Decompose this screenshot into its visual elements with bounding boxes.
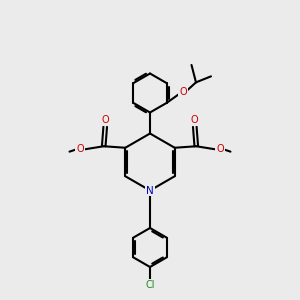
Text: O: O [101,115,109,125]
Text: O: O [76,144,84,154]
Text: O: O [216,144,224,154]
Text: N: N [146,185,154,196]
Text: O: O [179,87,187,97]
Text: O: O [191,115,199,125]
Text: Cl: Cl [145,280,155,290]
